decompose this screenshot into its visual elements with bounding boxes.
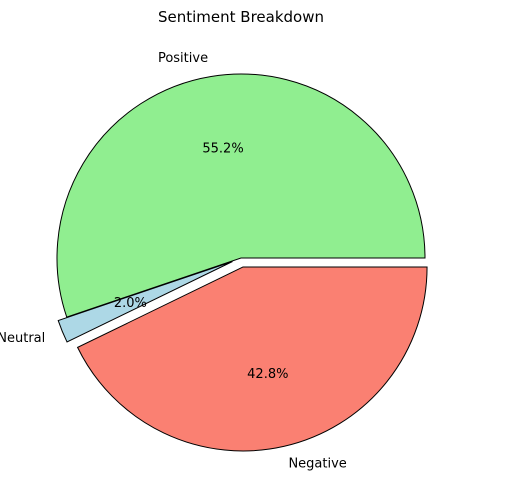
pie-slice-positive: [56, 73, 426, 318]
pct-label-positive: 55.2%: [202, 142, 243, 157]
pct-label-negative: 42.8%: [247, 367, 288, 382]
slice-label-positive: Positive: [158, 51, 208, 66]
pct-label-neutral: 2.0%: [114, 296, 147, 311]
slice-label-negative: Negative: [288, 457, 346, 472]
pie-slice-neutral: [57, 261, 233, 343]
slice-label-neutral: Neutral: [0, 331, 45, 346]
pie-slices: [56, 73, 428, 452]
pie-labels: Positive 55.2% Neutral 2.0% Negative 42.8%: [0, 51, 347, 472]
pie-slice-negative: [76, 266, 428, 452]
chart-title: Sentiment Breakdown: [158, 8, 324, 26]
